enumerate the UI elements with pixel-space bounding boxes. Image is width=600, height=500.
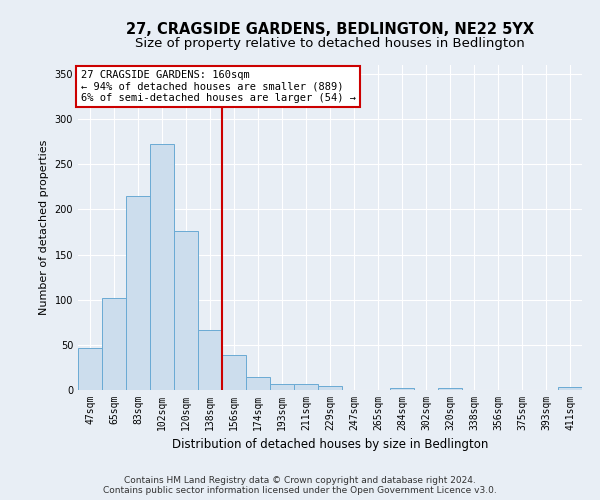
Bar: [126, 196, 150, 390]
Text: 27, CRAGSIDE GARDENS, BEDLINGTON, NE22 5YX: 27, CRAGSIDE GARDENS, BEDLINGTON, NE22 5…: [126, 22, 534, 38]
Bar: [294, 384, 318, 390]
Bar: [174, 231, 198, 390]
Text: 27 CRAGSIDE GARDENS: 160sqm
← 94% of detached houses are smaller (889)
6% of sem: 27 CRAGSIDE GARDENS: 160sqm ← 94% of det…: [80, 70, 356, 103]
Bar: [438, 388, 462, 390]
Bar: [558, 388, 582, 390]
Bar: [246, 378, 270, 390]
Text: Size of property relative to detached houses in Bedlington: Size of property relative to detached ho…: [135, 38, 525, 51]
Text: Contains HM Land Registry data © Crown copyright and database right 2024.
Contai: Contains HM Land Registry data © Crown c…: [103, 476, 497, 495]
Bar: [318, 386, 342, 390]
Bar: [102, 298, 126, 390]
Bar: [270, 384, 294, 390]
Bar: [390, 388, 414, 390]
Bar: [78, 348, 102, 390]
Bar: [150, 144, 174, 390]
X-axis label: Distribution of detached houses by size in Bedlington: Distribution of detached houses by size …: [172, 438, 488, 452]
Y-axis label: Number of detached properties: Number of detached properties: [39, 140, 49, 315]
Bar: [198, 330, 222, 390]
Bar: [222, 355, 246, 390]
